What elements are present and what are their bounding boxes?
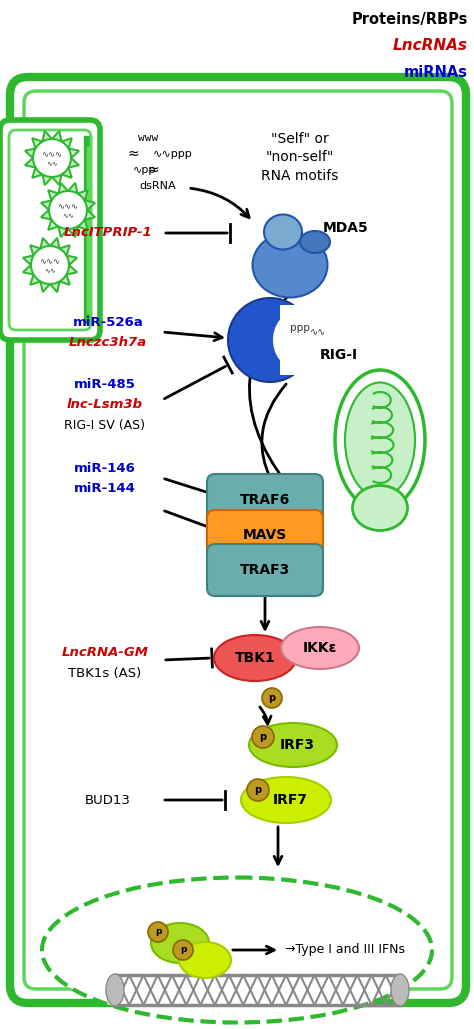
Text: Lnczc3h7a: Lnczc3h7a: [69, 335, 147, 349]
Text: lnc-Lsm3b: lnc-Lsm3b: [67, 398, 143, 412]
Text: LncITPRIP-1: LncITPRIP-1: [64, 226, 152, 240]
Circle shape: [262, 688, 282, 708]
Text: ∿pp: ∿pp: [133, 165, 156, 175]
Text: ∿∿: ∿∿: [310, 327, 326, 338]
Ellipse shape: [249, 723, 337, 767]
Text: TBK1s (AS): TBK1s (AS): [68, 667, 142, 679]
Text: TBK1: TBK1: [235, 651, 275, 665]
Text: ≈: ≈: [147, 163, 159, 177]
Text: p: p: [180, 946, 186, 955]
Circle shape: [173, 941, 193, 960]
Text: LncRNA-GM: LncRNA-GM: [62, 646, 148, 660]
Ellipse shape: [281, 627, 359, 669]
Polygon shape: [23, 238, 77, 292]
Text: www: www: [138, 133, 158, 143]
Ellipse shape: [391, 974, 409, 1006]
Ellipse shape: [300, 230, 330, 253]
Text: ∿∿: ∿∿: [62, 212, 74, 218]
Text: ppp: ppp: [290, 323, 310, 333]
Ellipse shape: [345, 383, 415, 497]
Circle shape: [49, 191, 87, 229]
Polygon shape: [28, 130, 90, 330]
Ellipse shape: [335, 370, 425, 510]
FancyBboxPatch shape: [207, 544, 323, 596]
Text: miR-485: miR-485: [74, 379, 136, 391]
Text: TRAF6: TRAF6: [240, 493, 290, 507]
Text: ∿∿∿: ∿∿∿: [39, 257, 61, 267]
Text: miR-526a: miR-526a: [73, 316, 143, 328]
Polygon shape: [25, 131, 79, 185]
Text: MAVS: MAVS: [243, 528, 287, 542]
Ellipse shape: [214, 635, 296, 681]
Circle shape: [252, 726, 274, 748]
Text: →Type I and III IFNs: →Type I and III IFNs: [285, 944, 405, 957]
Ellipse shape: [106, 974, 124, 1006]
Text: RIG-I SV (AS): RIG-I SV (AS): [64, 419, 146, 431]
Ellipse shape: [273, 314, 311, 366]
Ellipse shape: [151, 923, 209, 963]
Circle shape: [33, 139, 71, 177]
Text: RIG-I: RIG-I: [320, 348, 358, 362]
Circle shape: [148, 922, 168, 942]
Text: LncRNAs: LncRNAs: [393, 38, 468, 54]
Text: ∿∿∿: ∿∿∿: [57, 203, 79, 212]
Text: p: p: [155, 927, 161, 936]
Ellipse shape: [253, 233, 328, 297]
Text: miR-146: miR-146: [74, 461, 136, 474]
Circle shape: [228, 298, 312, 382]
Ellipse shape: [353, 486, 408, 531]
Text: "Self" or
"non-self"
RNA motifs: "Self" or "non-self" RNA motifs: [261, 132, 339, 183]
FancyBboxPatch shape: [207, 474, 323, 526]
Text: dsRNA: dsRNA: [140, 181, 176, 191]
FancyBboxPatch shape: [207, 510, 323, 560]
Ellipse shape: [241, 777, 331, 823]
Text: TRAF3: TRAF3: [240, 563, 290, 577]
Text: ∿∿∿: ∿∿∿: [42, 150, 63, 159]
FancyBboxPatch shape: [0, 120, 100, 340]
Circle shape: [31, 246, 69, 284]
Text: ∿∿: ∿∿: [44, 267, 56, 273]
FancyBboxPatch shape: [10, 77, 466, 1003]
Ellipse shape: [179, 942, 231, 978]
Polygon shape: [41, 183, 95, 237]
Text: IRF3: IRF3: [280, 738, 315, 752]
Text: p: p: [255, 785, 262, 795]
Text: IKKε: IKKε: [303, 641, 337, 655]
Text: IRF7: IRF7: [273, 793, 308, 807]
Text: ∿∿: ∿∿: [46, 159, 58, 166]
Text: MDA5: MDA5: [323, 221, 369, 235]
Text: miR-144: miR-144: [74, 482, 136, 495]
Text: p: p: [259, 732, 266, 742]
Text: p: p: [268, 693, 275, 703]
FancyBboxPatch shape: [280, 305, 340, 375]
Ellipse shape: [264, 214, 302, 249]
Text: miRNAs: miRNAs: [404, 65, 468, 80]
Circle shape: [247, 779, 269, 801]
Ellipse shape: [42, 878, 432, 1023]
Text: ≈: ≈: [127, 147, 139, 161]
Text: ∿∿ppp: ∿∿ppp: [153, 149, 193, 159]
Text: BUD13: BUD13: [85, 793, 131, 807]
Text: Proteins/RBPs: Proteins/RBPs: [352, 12, 468, 27]
